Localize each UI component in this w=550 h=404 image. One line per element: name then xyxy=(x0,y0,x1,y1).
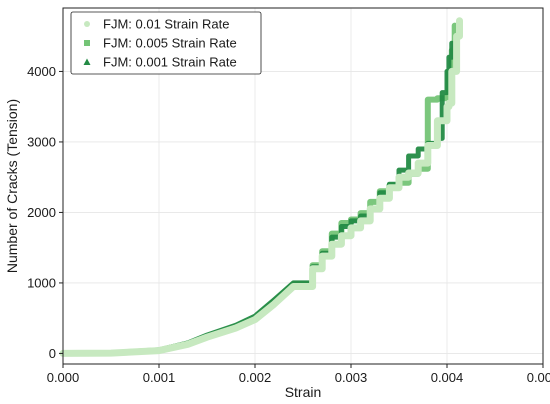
legend-label: FJM: 0.01 Strain Rate xyxy=(103,17,229,32)
y-tick-label: 0 xyxy=(49,346,56,361)
x-axis-title: Strain xyxy=(285,384,322,400)
legend-marker-triangle xyxy=(83,58,91,65)
x-tick-label: 0.005 xyxy=(527,370,550,385)
x-tick-label: 0.003 xyxy=(335,370,368,385)
series-line-rate-0.01 xyxy=(59,17,463,357)
x-tick-label: 0.002 xyxy=(239,370,272,385)
y-tick-label: 1000 xyxy=(27,275,56,290)
series-line-rate-0.001 xyxy=(60,40,455,356)
y-axis-ticks: 0 1000 2000 3000 4000 xyxy=(27,64,63,361)
legend-marker-square xyxy=(84,40,90,46)
y-axis-title: Number of Cracks (Tension) xyxy=(4,99,20,273)
legend-entry-strain-rate-0.001: FJM: 0.001 Strain Rate xyxy=(83,55,237,70)
x-tick-label: 0.000 xyxy=(47,370,80,385)
plot-frame xyxy=(62,7,544,365)
legend: FJM: 0.01 Strain Rate FJM: 0.005 Strain … xyxy=(70,11,262,75)
legend-box xyxy=(70,11,262,75)
legend-entry-strain-rate-0.01: FJM: 0.01 Strain Rate xyxy=(84,17,229,32)
legend-marker-circle xyxy=(84,21,90,27)
y-tick-label: 2000 xyxy=(27,205,56,220)
legend-label: FJM: 0.001 Strain Rate xyxy=(103,55,237,70)
legend-label: FJM: 0.005 Strain Rate xyxy=(103,36,237,51)
x-axis-ticks: 0.000 0.001 0.002 0.003 0.004 0.005 xyxy=(47,364,550,385)
x-tick-label: 0.001 xyxy=(143,370,176,385)
y-tick-label: 3000 xyxy=(27,134,56,149)
series-layer xyxy=(59,17,463,357)
legend-entry-strain-rate-0.005: FJM: 0.005 Strain Rate xyxy=(84,36,237,51)
y-tick-label: 4000 xyxy=(27,64,56,79)
x-tick-label: 0.004 xyxy=(431,370,464,385)
